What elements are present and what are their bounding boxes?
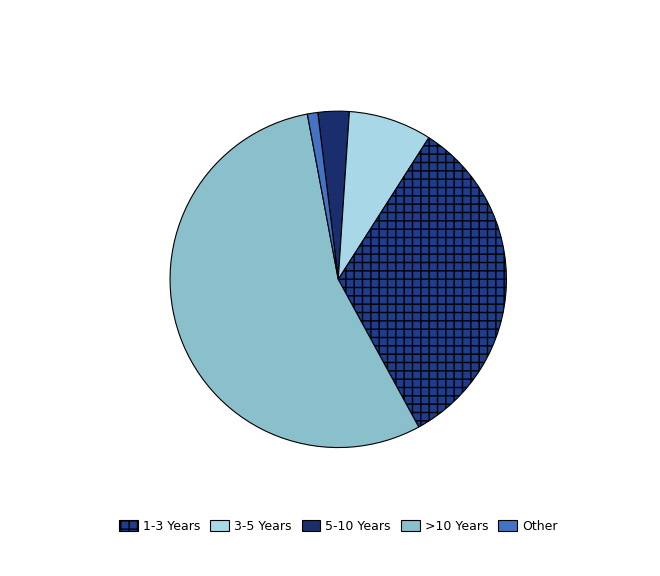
Legend: 1-3 Years, 3-5 Years, 5-10 Years, >10 Years, Other: 1-3 Years, 3-5 Years, 5-10 Years, >10 Ye… — [114, 515, 562, 538]
Wedge shape — [338, 112, 429, 279]
Wedge shape — [338, 138, 506, 427]
Wedge shape — [170, 114, 418, 448]
Wedge shape — [308, 112, 338, 279]
Wedge shape — [317, 111, 349, 279]
